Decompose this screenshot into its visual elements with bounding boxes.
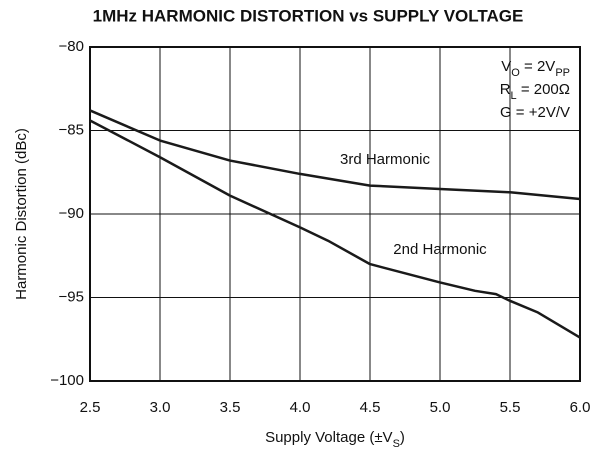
chart-title: 1MHz HARMONIC DISTORTION vs SUPPLY VOLTA… [93, 6, 524, 25]
x-tick-label: 6.0 [570, 399, 591, 416]
condition-text: RL = 200Ω [500, 81, 570, 102]
x-tick-label: 4.5 [360, 399, 381, 416]
condition-text-part: PP [555, 67, 570, 79]
x-axis-label-part: Supply Voltage (±V [265, 429, 392, 446]
condition-text-part: L [511, 90, 517, 102]
data-line [89, 109, 581, 201]
x-tick-label: 4.0 [290, 399, 311, 416]
y-tick-label: −100 [50, 372, 84, 389]
x-tick-label: 2.5 [80, 399, 101, 416]
y-axis-label-part: Harmonic Distortion (dBc) [13, 128, 30, 300]
condition-text-part: O [511, 67, 520, 79]
x-tick-label: 3.5 [220, 399, 241, 416]
x-tick-label: 5.0 [430, 399, 451, 416]
condition-text-part: G = +2V/V [500, 104, 570, 121]
y-tick-label: −90 [59, 205, 84, 222]
series-label: 3rd Harmonic [340, 151, 431, 168]
series-label: 2nd Harmonic [393, 241, 487, 258]
plot-frame [89, 46, 581, 382]
condition-text-part: R [500, 81, 511, 98]
y-tick-label: −80 [59, 38, 84, 55]
y-tick-label: −95 [59, 288, 84, 305]
condition-text: G = +2V/V [500, 104, 570, 121]
x-axis-label: Supply Voltage (±VS) [265, 429, 405, 450]
y-tick-label: −85 [59, 121, 84, 138]
condition-text-part: = 2V [520, 58, 555, 75]
y-axis-label: Harmonic Distortion (dBc) [13, 128, 30, 300]
condition-text-part: V [501, 58, 511, 75]
data-line [89, 119, 581, 339]
condition-text: VO = 2VPP [501, 58, 570, 79]
x-tick-label: 5.5 [500, 399, 521, 416]
condition-text-part: = 200Ω [517, 81, 570, 98]
x-axis-label-part: ) [400, 429, 405, 446]
x-tick-label: 3.0 [150, 399, 171, 416]
x-axis-label-part: S [393, 438, 400, 450]
